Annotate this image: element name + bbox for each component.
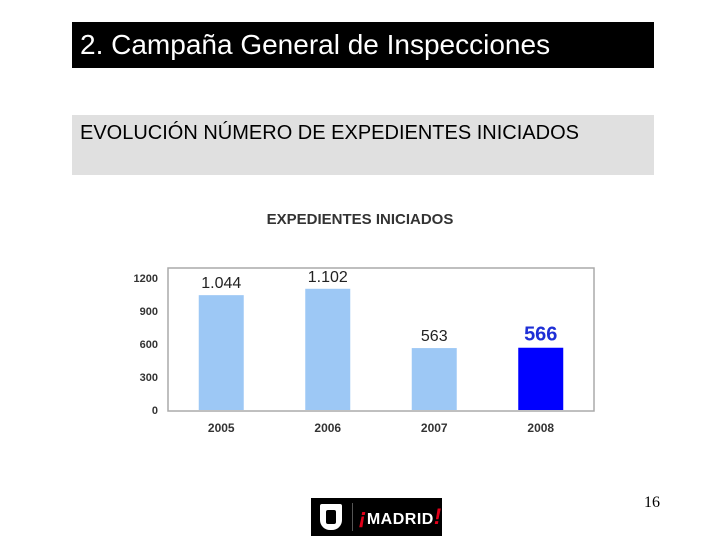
bar bbox=[198, 295, 244, 410]
city-shield-icon bbox=[320, 504, 342, 530]
y-tick-label: 0 bbox=[152, 405, 158, 417]
x-tick-label: 2007 bbox=[421, 421, 448, 435]
bar-value-label: 566 bbox=[524, 324, 557, 346]
y-tick-label: 900 bbox=[140, 306, 158, 318]
page-number: 16 bbox=[644, 494, 660, 511]
y-tick-label: 300 bbox=[140, 372, 158, 384]
bar-value-label: 1.044 bbox=[201, 275, 241, 292]
logo-text: MADRID bbox=[366, 511, 434, 528]
bar bbox=[305, 288, 351, 410]
x-tick-label: 2006 bbox=[314, 421, 341, 435]
logo-divider bbox=[352, 503, 353, 531]
slide-subtitle: EVOLUCIÓN NÚMERO DE EXPEDIENTES INICIADO… bbox=[72, 115, 654, 175]
madrid-logo: ¡MADRID! bbox=[311, 498, 442, 536]
bar-value-label: 1.102 bbox=[308, 269, 348, 286]
logo-open-mark: ¡ bbox=[359, 504, 367, 529]
y-tick-label: 1200 bbox=[134, 273, 158, 285]
bar-value-label: 563 bbox=[421, 328, 448, 345]
plot-frame bbox=[167, 267, 595, 412]
chart-title: EXPEDIENTES INICIADOS bbox=[267, 211, 454, 228]
x-tick-label: 2008 bbox=[527, 421, 554, 435]
logo-close-mark: ! bbox=[433, 504, 442, 529]
bar bbox=[411, 348, 457, 410]
logo-wordmark: ¡MADRID! bbox=[359, 504, 442, 530]
x-tick-label: 2005 bbox=[208, 421, 235, 435]
slide-title: 2. Campaña General de Inspecciones bbox=[72, 22, 654, 68]
bar bbox=[518, 347, 564, 410]
y-tick-label: 600 bbox=[140, 339, 158, 351]
